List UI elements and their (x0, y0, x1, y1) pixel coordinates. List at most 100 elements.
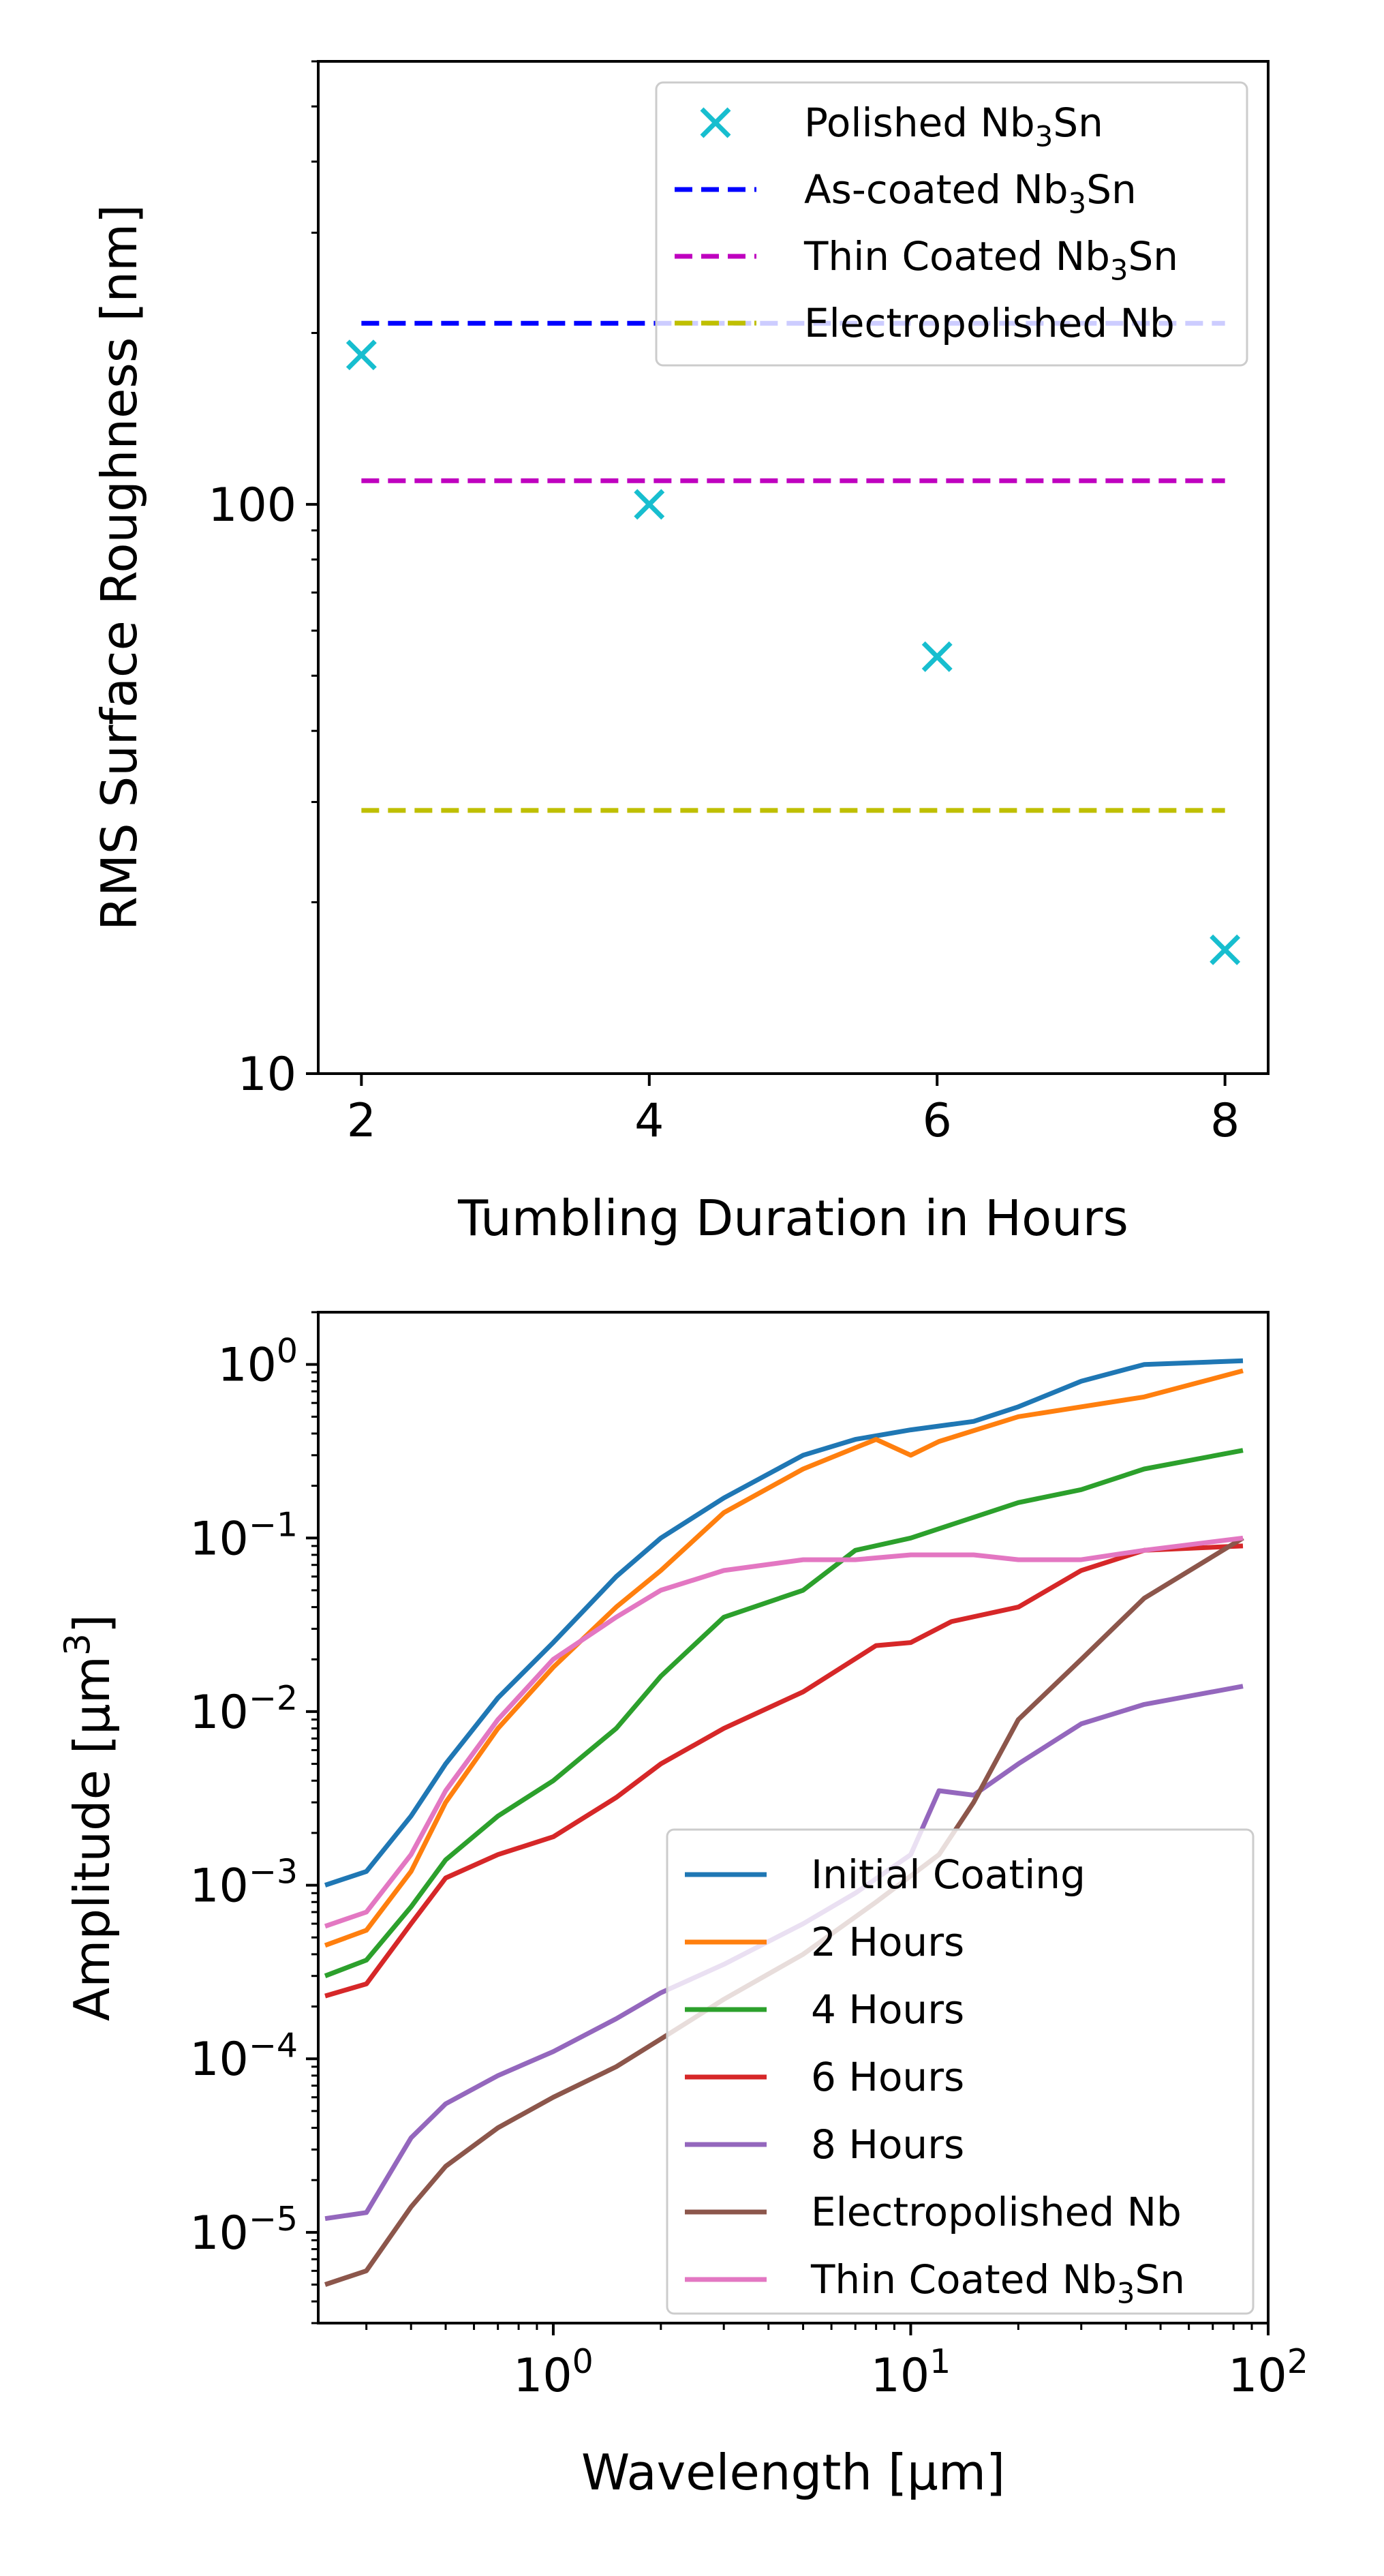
y-tick-label: 10−4 (189, 2026, 298, 2087)
legend-label: Thin Coated Nb3Sn (810, 2256, 1185, 2310)
scatter-marker (634, 489, 665, 520)
y-tick-label-part: 0 (277, 1332, 298, 1371)
legend-box (655, 81, 1248, 367)
legend-entry: Electropolished Nb (675, 300, 1175, 346)
legend-label: 4 Hours (811, 1986, 964, 2033)
marker-stroke (1210, 934, 1241, 965)
legend-label-part: 8 Hours (811, 2121, 964, 2168)
legend-label-part: 3 (1035, 120, 1054, 153)
legend-label-part: Sn (1135, 2256, 1185, 2303)
legend: Initial Coating 2 Hours 4 Hours 6 Hours 8 Ho… (666, 1828, 1255, 2315)
legend-label-part: Sn (1053, 100, 1103, 146)
x-tick-label: 6 (923, 1094, 952, 1148)
y-tick-label-part: 10 (189, 2207, 249, 2260)
legend-label-part: Initial Coating (811, 1851, 1086, 1898)
legend-label: As-coated Nb3Sn (804, 166, 1137, 220)
x-tick-label-part: 0 (572, 2342, 594, 2381)
x-axis-label: Wavelength [µm] (581, 2444, 1005, 2501)
y-axis-label: RMS Surface Roughness [nm] (91, 204, 148, 931)
series-line-6 (324, 1535, 1244, 1929)
legend-entry: Polished Nb3Sn (700, 100, 1103, 153)
legend-label: Electropolished Nb (804, 300, 1175, 346)
legend-entry: 4 Hours (685, 1986, 964, 2033)
x-tick-label: 100 (513, 2342, 594, 2403)
y-tick-label: 10 (237, 1048, 296, 1102)
y-tick-label: 100 (208, 479, 296, 532)
legend-label-part: 3 (1068, 187, 1087, 220)
legend-entry: As-coated Nb3Sn (675, 166, 1137, 220)
x-tick-label: 8 (1210, 1094, 1240, 1148)
x-axis-label: Tumbling Duration in Hours (457, 1189, 1128, 1247)
x-tick-label: 101 (871, 2342, 951, 2403)
legend-label: 6 Hours (811, 2054, 964, 2100)
legend-entry: 2 Hours (685, 1919, 964, 1965)
marker-stroke (634, 489, 665, 520)
legend-entry: 6 Hours (685, 2054, 964, 2100)
y-axis-label-part: ] (63, 1614, 121, 1633)
psd-panel: 100 101 10210−510−410−310−210−1100Waveleng… (57, 1311, 1308, 2501)
legend-label: Electropolished Nb (811, 2189, 1182, 2235)
legend-box (666, 1828, 1255, 2315)
legend-label-part: 3 (1117, 2277, 1135, 2310)
y-axis-label: Amplitude [µm3] (57, 1614, 121, 2021)
x-tick-label-part: 10 (1228, 2349, 1287, 2403)
legend-entry: Thin Coated Nb3Sn (685, 2256, 1185, 2310)
series-line-0 (324, 1358, 1244, 1888)
x-tick-label: 2 (347, 1094, 376, 1148)
y-tick-label: 10−3 (189, 1853, 298, 1913)
marker-stroke (345, 339, 377, 371)
legend-handle (700, 107, 731, 138)
y-tick-label: 100 (217, 1332, 298, 1393)
x-tick-label: 4 (634, 1094, 664, 1148)
x-tick-label-part: 10 (871, 2349, 930, 2403)
y-tick-label-part: 10 (217, 1339, 277, 1393)
plot-frame (317, 1311, 1270, 2324)
legend-label: 2 Hours (811, 1919, 964, 1965)
marker-stroke (921, 641, 953, 672)
y-tick-label-part: 10 (189, 1860, 249, 1913)
legend-label-part: Sn (1128, 233, 1178, 279)
y-tick-label-part: −1 (249, 1505, 298, 1544)
scatter-marker (1210, 934, 1241, 965)
legend-label: Polished Nb3Sn (804, 100, 1103, 153)
series-line-1 (324, 1368, 1244, 1948)
legend-label-part: Thin Coated Nb (810, 2256, 1117, 2303)
legend-entry: 8 Hours (685, 2121, 964, 2168)
legend-label-part: As-coated Nb (804, 166, 1068, 213)
legend-label-part: Polished Nb (804, 100, 1035, 146)
scatter-marker (921, 641, 953, 672)
legend-label-part: Sn (1086, 166, 1137, 213)
legend-label-part: Electropolished Nb (811, 2189, 1182, 2235)
legend-label-part: 4 Hours (811, 1986, 964, 2033)
legend-label: Initial Coating (811, 1851, 1086, 1898)
y-axis-label-part: Amplitude [µm (63, 1656, 121, 2021)
y-tick-label-part: −4 (249, 2026, 298, 2065)
y-tick-label-part: −3 (249, 1853, 298, 1892)
y-tick-label-part: 10 (189, 1512, 249, 1566)
y-tick-label-part: 10 (189, 2033, 249, 2087)
legend-label: Thin Coated Nb3Sn (803, 233, 1178, 287)
legend-entry: Thin Coated Nb3Sn (675, 233, 1178, 287)
legend-label-part: Thin Coated Nb (803, 233, 1110, 279)
y-tick-label: 10−1 (189, 1505, 298, 1566)
scatter-marker (345, 339, 377, 371)
x-tick-label-part: 2 (1287, 2342, 1308, 2381)
y-axis-label-part: 3 (57, 1633, 98, 1656)
legend-label-part: 3 (1110, 254, 1128, 287)
x-tick-label: 102 (1228, 2342, 1308, 2403)
series-line-3 (324, 1543, 1244, 1999)
legend-entry: Electropolished Nb (685, 2189, 1182, 2235)
legend-label-part: 6 Hours (811, 2054, 964, 2100)
legend-label-part: Electropolished Nb (804, 300, 1175, 346)
y-axis-label-group: Amplitude [µm3] (57, 1614, 121, 2021)
y-tick-label-part: −5 (249, 2200, 298, 2239)
y-tick-label: 10−2 (189, 1679, 298, 1740)
legend-label-part: 2 Hours (811, 1919, 964, 1965)
roughness-panel: 2 4 6 8 10 100 Tumbling Duration in Hours RMS S… (91, 60, 1270, 1247)
legend-entry: Initial Coating (685, 1851, 1086, 1898)
x-tick-label-part: 10 (513, 2349, 572, 2403)
y-tick-label-part: 10 (189, 1686, 249, 1740)
plot-frame (317, 60, 1270, 1075)
